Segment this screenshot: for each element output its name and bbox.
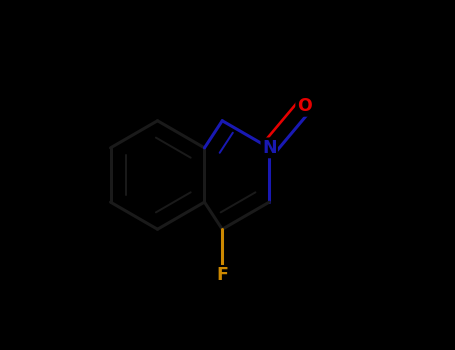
Text: F: F (216, 266, 228, 284)
Text: O: O (297, 97, 312, 115)
Text: N: N (262, 139, 277, 157)
